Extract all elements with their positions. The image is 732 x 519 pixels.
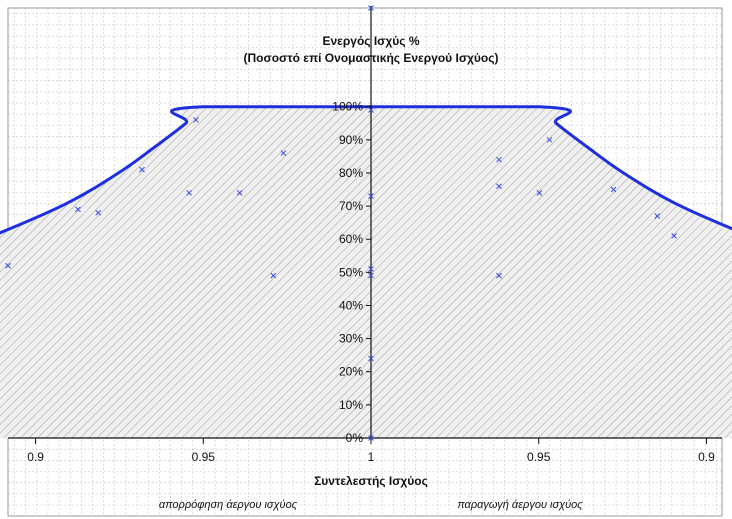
y-tick-label: 70% xyxy=(339,199,363,213)
x-tick-label: 0.9 xyxy=(698,450,715,464)
annotation-absorption: απορρόφηση άεργου ισχύος xyxy=(159,499,298,511)
annotation-generation: παραγωγή άεργου ισχύος xyxy=(457,499,583,511)
sample-point-marker xyxy=(496,183,502,190)
sample-point-marker xyxy=(610,186,617,193)
sample-markers xyxy=(5,5,677,441)
y-tick-label: 0% xyxy=(346,431,364,445)
sample-point-marker xyxy=(368,107,374,113)
sample-point-marker xyxy=(5,262,11,269)
sample-point-marker xyxy=(193,117,199,123)
sample-point-marker xyxy=(546,136,553,143)
y-tick-label: 90% xyxy=(339,133,363,147)
labels: Ενεργός Ισχύς % (Ποσοστό επί Ονομαστικής… xyxy=(159,34,583,511)
sample-point-marker xyxy=(368,355,374,362)
sample-point-marker xyxy=(75,206,81,213)
y-tick-label: 50% xyxy=(339,265,363,279)
y-tick-label: 80% xyxy=(339,166,363,180)
y-tick-label: 60% xyxy=(339,232,363,246)
y-tick-label: 20% xyxy=(339,365,363,379)
y-tick-label: 30% xyxy=(339,332,363,346)
sample-point-marker xyxy=(368,272,374,279)
sample-point-marker xyxy=(186,189,192,196)
sample-point-marker xyxy=(139,166,145,173)
sample-point-marker xyxy=(536,189,543,196)
y-tick-label: 100% xyxy=(332,100,363,114)
x-tick-label: 0.95 xyxy=(192,450,216,464)
y-tick-label: 10% xyxy=(339,398,363,412)
sample-point-marker xyxy=(236,189,243,196)
sample-point-marker xyxy=(368,193,374,200)
x-tick-label: 0.9 xyxy=(27,450,44,464)
sample-point-marker xyxy=(496,156,502,163)
sample-point-marker xyxy=(368,266,374,272)
x-axis-title: Συντελεστής Ισχύος xyxy=(314,474,428,488)
sample-point-marker xyxy=(270,272,277,279)
axes: 0.80.850.90.9510.950.90.850.80%10%20%30%… xyxy=(8,6,722,464)
sample-point-marker xyxy=(95,209,102,216)
sample-point-marker xyxy=(654,213,661,219)
sample-point-marker xyxy=(280,150,287,156)
chart-subtitle: (Ποσοστό επί Ονομαστικής Ενεργού Ισχύος) xyxy=(244,51,499,65)
y-tick-label: 40% xyxy=(339,298,363,312)
sample-point-marker xyxy=(368,5,374,11)
chart-title: Ενεργός Ισχύς % xyxy=(322,34,419,48)
sample-point-marker xyxy=(671,233,677,239)
sample-point-marker xyxy=(368,435,374,441)
sample-point-marker xyxy=(496,272,502,279)
x-tick-label: 0.95 xyxy=(527,450,551,464)
x-tick-label: 1 xyxy=(368,450,375,464)
